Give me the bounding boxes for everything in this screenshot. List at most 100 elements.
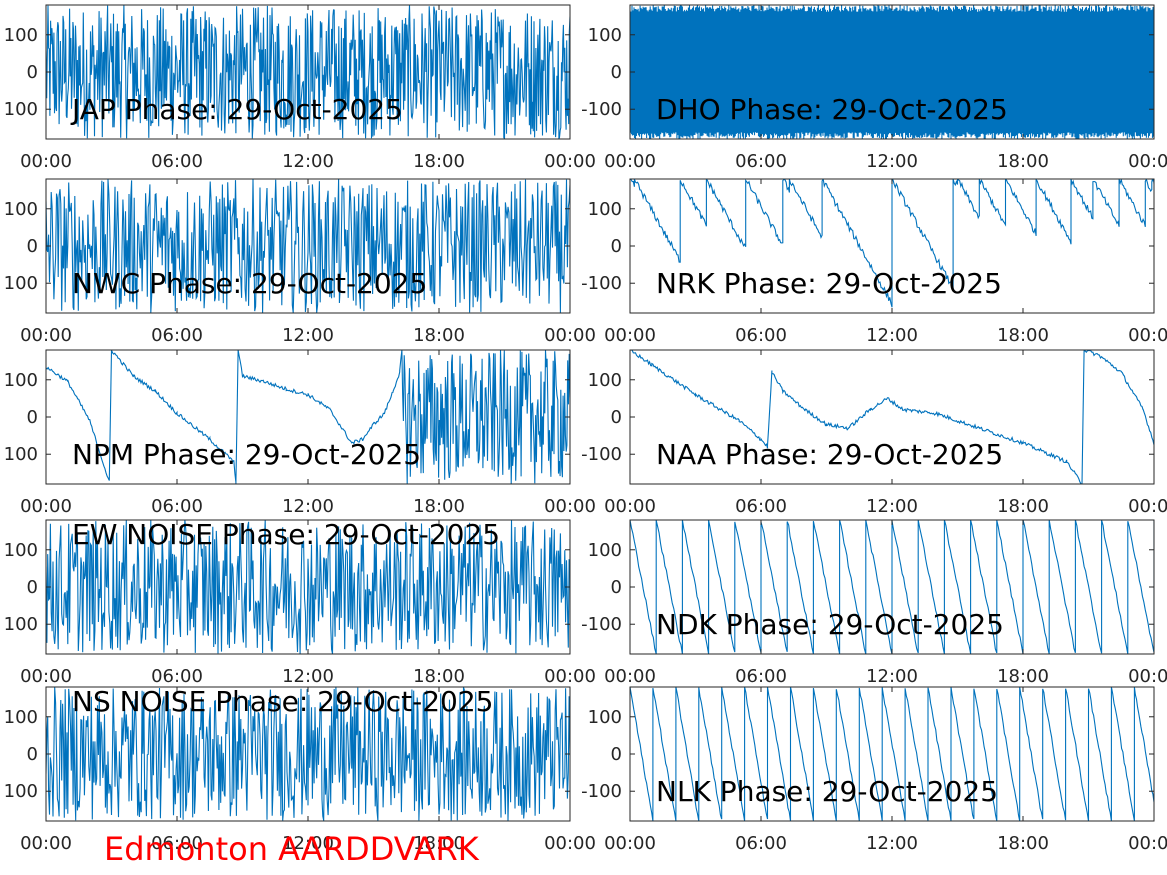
- x-tick-label: 00:00: [1128, 833, 1167, 854]
- x-tick-label: 12:00: [866, 325, 918, 346]
- x-tick-label: 00:00: [604, 325, 656, 346]
- panel-title: NLK Phase: 29-Oct-2025: [656, 775, 998, 808]
- x-tick-label: 06:00: [735, 151, 787, 172]
- panel-title: NS NOISE Phase: 29-Oct-2025: [72, 685, 493, 718]
- y-tick-label: 100: [588, 25, 622, 46]
- phase-panel-4: 100 0 -100 00:00 06:00 12:00 18:00 00:00 NRK Pha…: [581, 178, 1167, 346]
- phase-trace: [46, 687, 570, 821]
- y-tick-label: 100: [588, 707, 622, 728]
- x-tick-label: 18:00: [997, 496, 1049, 517]
- y-tick-label: -100: [581, 99, 622, 120]
- y-tick-label: 0: [27, 577, 38, 598]
- phase-panel-1: 100 0 100 00:00 06:00 12:00 18:00 00:00 JAP Phas…: [4, 4, 596, 172]
- y-tick-label: 0: [611, 407, 622, 428]
- y-tick-label: 100: [4, 199, 38, 220]
- x-tick-label: 00:00: [1128, 325, 1167, 346]
- panel-title: NRK Phase: 29-Oct-2025: [656, 267, 1002, 300]
- x-tick-label: 18:00: [413, 666, 465, 687]
- x-tick-label: 18:00: [997, 325, 1049, 346]
- x-tick-label: 00:00: [544, 496, 596, 517]
- phase-panel-3: 100 0 100 00:00 06:00 12:00 18:00 00:00 NWC Phas…: [4, 178, 596, 346]
- x-tick-label: 00:00: [604, 496, 656, 517]
- x-tick-label: 12:00: [866, 151, 918, 172]
- x-tick-label: 06:00: [735, 833, 787, 854]
- x-tick-label: 12:00: [282, 325, 334, 346]
- phase-trace: [630, 179, 1154, 308]
- panel-title: NPM Phase: 29-Oct-2025: [72, 438, 421, 471]
- x-tick-label: 12:00: [282, 496, 334, 517]
- x-tick-label: 18:00: [997, 151, 1049, 172]
- phase-trace: [630, 687, 1154, 821]
- footer-station-label: Edmonton AARDDVARK: [104, 830, 480, 868]
- x-tick-label: 12:00: [866, 496, 918, 517]
- x-tick-label: 00:00: [544, 325, 596, 346]
- x-tick-label: 18:00: [997, 833, 1049, 854]
- x-tick-label: 18:00: [413, 151, 465, 172]
- x-tick-label: 00:00: [20, 325, 72, 346]
- x-tick-label: 00:00: [604, 151, 656, 172]
- x-tick-label: 18:00: [413, 496, 465, 517]
- phase-panel-5: 100 0 100 00:00 06:00 12:00 18:00 00:00 NPM Phas…: [4, 349, 596, 517]
- y-tick-label: -100: [581, 781, 622, 802]
- y-tick-label: 100: [4, 25, 38, 46]
- panel-title: EW NOISE Phase: 29-Oct-2025: [72, 518, 500, 551]
- x-tick-label: 18:00: [413, 833, 465, 854]
- x-tick-label: 12:00: [866, 666, 918, 687]
- phase-panel-7: 100 0 100 00:00 06:00 12:00 18:00 00:00 EW NOISE…: [4, 518, 596, 687]
- x-tick-label: 06:00: [151, 666, 203, 687]
- x-tick-label: 06:00: [735, 496, 787, 517]
- phase-panel-2: 100 0 -100 00:00 06:00 12:00 18:00 00:00 DHO Pha…: [581, 4, 1167, 172]
- x-tick-label: 12:00: [282, 833, 334, 854]
- phase-panel-10: 100 0 -100 00:00 06:00 12:00 18:00 00:00 NLK Pha…: [581, 686, 1167, 854]
- x-tick-label: 00:00: [544, 151, 596, 172]
- y-tick-label: 0: [611, 236, 622, 257]
- y-tick-label: -100: [581, 273, 622, 294]
- y-tick-label: 100: [4, 99, 38, 120]
- x-tick-label: 00:00: [20, 496, 72, 517]
- x-tick-label: 00:00: [20, 833, 72, 854]
- phase-trace: [630, 350, 1154, 484]
- x-tick-label: 12:00: [866, 833, 918, 854]
- y-tick-label: 100: [4, 707, 38, 728]
- x-tick-label: 06:00: [151, 151, 203, 172]
- y-tick-label: -100: [581, 614, 622, 635]
- x-tick-label: 12:00: [282, 151, 334, 172]
- x-tick-label: 18:00: [413, 325, 465, 346]
- y-tick-label: 100: [4, 614, 38, 635]
- phase-trace: [46, 520, 570, 654]
- y-tick-label: 100: [4, 370, 38, 391]
- x-tick-label: 06:00: [735, 666, 787, 687]
- y-tick-label: 100: [4, 444, 38, 465]
- x-tick-label: 00:00: [20, 666, 72, 687]
- y-tick-label: 100: [588, 540, 622, 561]
- y-tick-label: 100: [588, 199, 622, 220]
- phase-trace: [46, 350, 570, 484]
- x-tick-label: 00:00: [1128, 151, 1167, 172]
- phase-trace: [630, 520, 1154, 654]
- panel-title: NAA Phase: 29-Oct-2025: [656, 438, 1003, 471]
- phase-trace: [46, 179, 570, 313]
- panel-title: NDK Phase: 29-Oct-2025: [656, 608, 1004, 641]
- x-tick-label: 18:00: [997, 666, 1049, 687]
- x-tick-label: 00:00: [604, 833, 656, 854]
- x-tick-label: 00:00: [544, 666, 596, 687]
- y-tick-label: 0: [27, 407, 38, 428]
- phase-panel-8: 100 0 -100 00:00 06:00 12:00 18:00 00:00 NDK Pha…: [581, 519, 1167, 687]
- phase-panel-6: 100 0 -100 00:00 06:00 12:00 18:00 00:00 NAA Pha…: [581, 349, 1167, 517]
- x-tick-label: 06:00: [735, 325, 787, 346]
- y-tick-label: 0: [611, 62, 622, 83]
- y-tick-label: 100: [4, 273, 38, 294]
- x-tick-label: 12:00: [282, 666, 334, 687]
- phase-trace: [46, 5, 570, 139]
- panel-title: JAP Phase: 29-Oct-2025: [70, 93, 403, 126]
- x-tick-label: 06:00: [151, 833, 203, 854]
- y-tick-label: -100: [581, 444, 622, 465]
- y-tick-label: 100: [588, 370, 622, 391]
- y-tick-label: 0: [27, 744, 38, 765]
- x-tick-label: 00:00: [1128, 496, 1167, 517]
- x-tick-label: 00:00: [20, 151, 72, 172]
- x-tick-label: 00:00: [1128, 666, 1167, 687]
- panel-title: DHO Phase: 29-Oct-2025: [656, 93, 1008, 126]
- y-tick-label: 0: [27, 62, 38, 83]
- x-tick-label: 00:00: [544, 833, 596, 854]
